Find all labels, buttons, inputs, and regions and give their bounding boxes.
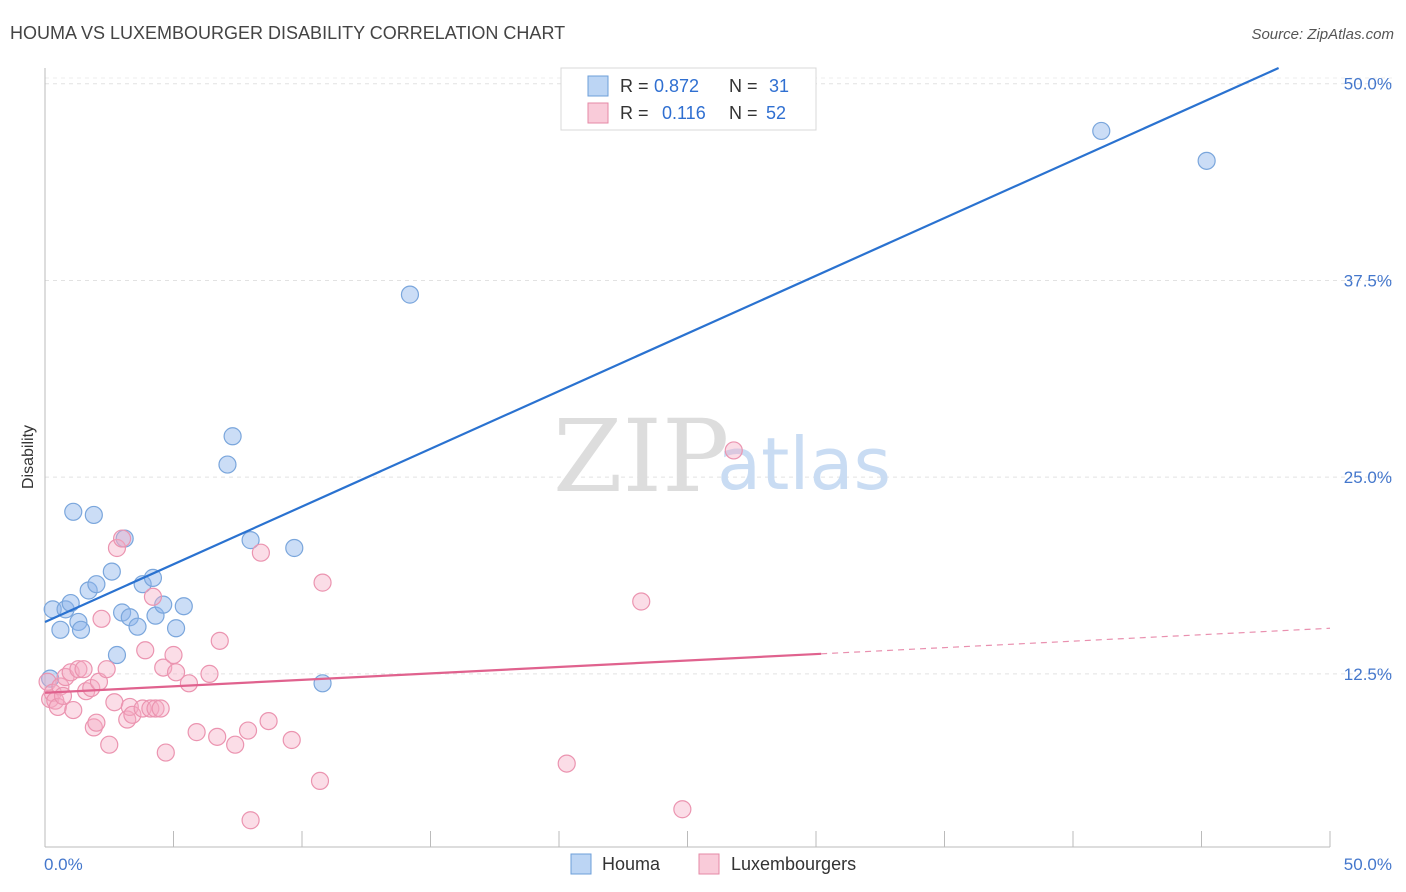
point-luxembourgers-42 (238, 721, 258, 740)
x-axis-ticks (44, 831, 1331, 847)
point-luxembourgers-9 (64, 700, 83, 720)
y-tick-labels: 12.5% 25.0% 37.5% 50.0% (1344, 75, 1392, 684)
y-axis-label: Disability (20, 425, 37, 489)
point-luxembourgers-30 (146, 699, 165, 718)
point-luxembourgers-43 (241, 811, 260, 830)
x-tick-label-min: 0.0% (44, 855, 83, 874)
point-luxembourgers-17 (92, 609, 111, 628)
point-luxembourgers-6 (53, 686, 73, 706)
x-tick-label-max: 50.0% (1344, 855, 1392, 874)
point-luxembourgers-46 (282, 730, 301, 750)
series-legend-swatch-luxembourgers (698, 853, 720, 875)
point-luxembourgers-11 (74, 660, 93, 679)
point-luxembourgers-36 (179, 674, 199, 693)
point-luxembourgers-14 (84, 718, 103, 737)
point-houma-25 (241, 531, 260, 550)
legend-n-label-luxembourgers: N = (729, 103, 758, 123)
trend-line-luxembourgers-extension (821, 627, 1331, 655)
legend-r-value-houma: 0.872 (654, 76, 699, 96)
legend-r-label-houma: R = (620, 76, 649, 96)
point-luxembourgers-15 (87, 713, 106, 732)
point-houma-10 (87, 575, 106, 594)
point-luxembourgers-20 (105, 693, 124, 712)
point-luxembourgers-34 (164, 645, 183, 665)
series-legend: Houma Luxembourgers (570, 853, 856, 875)
point-luxembourgers-26 (133, 699, 152, 718)
point-houma-16 (128, 617, 147, 636)
chart-title: HOUMA VS LUXEMBOURGER DISABILITY CORRELA… (10, 23, 565, 43)
chart-source: Source: ZipAtlas.com (1251, 26, 1394, 43)
point-houma-23 (218, 455, 237, 474)
point-luxembourgers-39 (208, 727, 227, 746)
point-houma-24 (223, 427, 242, 446)
data-points (38, 121, 1216, 830)
stats-legend: R = 0.872 N = 31 R = 0.116 N = 52 (560, 67, 817, 131)
point-luxembourgers-4 (48, 697, 67, 717)
point-houma-12 (107, 645, 127, 665)
point-luxembourgers-47 (310, 771, 330, 791)
point-luxembourgers-27 (136, 641, 155, 660)
watermark-atlas: atlas (717, 422, 891, 506)
point-houma-11 (102, 562, 121, 581)
point-luxembourgers-18 (97, 660, 116, 679)
point-luxembourgers-25 (123, 705, 142, 724)
point-houma-27 (313, 674, 332, 693)
point-luxembourgers-35 (166, 663, 186, 682)
point-luxembourgers-52 (724, 441, 743, 460)
point-houma-30 (1197, 151, 1216, 170)
point-luxembourgers-10 (69, 660, 88, 679)
legend-swatch-luxembourgers (587, 102, 609, 124)
point-houma-2 (51, 620, 70, 639)
y-tick-label-2: 37.5% (1344, 271, 1392, 290)
point-houma-21 (166, 619, 186, 638)
point-luxembourgers-22 (112, 529, 132, 548)
watermark-zip: ZIP (553, 398, 729, 515)
point-luxembourgers-33 (156, 743, 175, 762)
legend-swatch-houma (587, 75, 609, 97)
point-luxembourgers-28 (141, 699, 160, 718)
point-houma-28 (400, 285, 420, 304)
point-luxembourgers-51 (673, 800, 692, 819)
point-luxembourgers-49 (557, 754, 576, 773)
point-houma-29 (1092, 121, 1111, 141)
watermark: ZIP atlas (553, 398, 891, 515)
legend-n-value-houma: 31 (769, 76, 789, 96)
legend-n-label-houma: N = (729, 76, 758, 96)
legend-r-value-luxembourgers: 0.116 (662, 103, 706, 123)
series-legend-label-luxembourgers: Luxembourgers (731, 854, 856, 874)
point-houma-26 (285, 538, 304, 558)
point-luxembourgers-21 (107, 538, 127, 558)
point-houma-4 (61, 593, 80, 613)
gridlines (45, 77, 1392, 675)
point-luxembourgers-37 (187, 723, 206, 742)
point-luxembourgers-41 (226, 735, 245, 754)
y-tick-label-3: 50.0% (1344, 75, 1392, 94)
point-luxembourgers-44 (251, 543, 270, 562)
y-tick-label-1: 25.0% (1344, 468, 1392, 487)
point-luxembourgers-19 (100, 735, 119, 754)
point-luxembourgers-38 (200, 664, 219, 683)
series-legend-swatch-houma (570, 853, 592, 875)
point-houma-5 (64, 502, 83, 521)
legend-r-label-luxembourgers: R = (620, 103, 649, 123)
point-luxembourgers-50 (632, 592, 651, 611)
point-houma-7 (71, 620, 91, 639)
trend-line-houma (44, 66, 1280, 623)
trend-line-luxembourgers (44, 652, 822, 694)
y-tick-label-0: 12.5% (1344, 665, 1392, 684)
point-luxembourgers-45 (259, 712, 278, 731)
point-luxembourgers-40 (210, 631, 229, 650)
point-luxembourgers-29 (143, 587, 163, 606)
point-houma-22 (174, 597, 193, 616)
trend-lines (44, 66, 1331, 694)
point-houma-15 (120, 608, 139, 627)
legend-n-value-luxembourgers: 52 (766, 103, 786, 123)
point-luxembourgers-31 (151, 699, 170, 718)
series-legend-label-houma: Houma (602, 854, 661, 874)
point-luxembourgers-48 (313, 573, 332, 592)
point-houma-9 (84, 505, 103, 525)
